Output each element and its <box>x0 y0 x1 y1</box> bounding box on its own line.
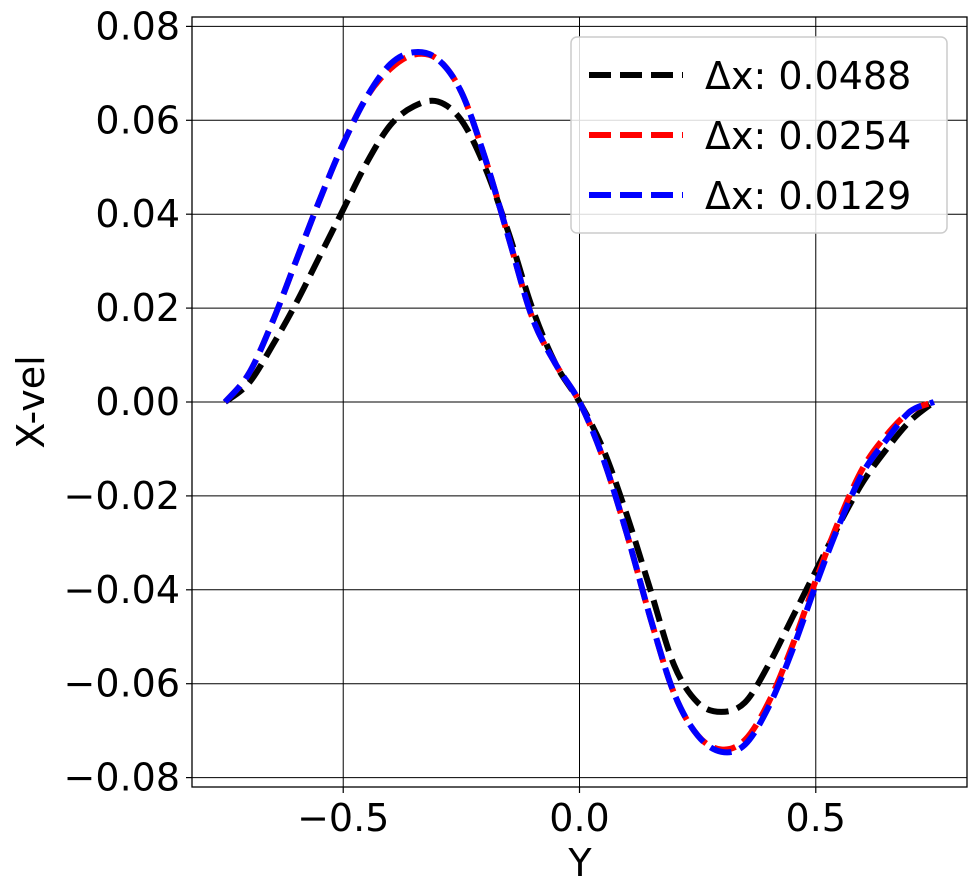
legend: Δx: 0.0488 Δx: 0.0254 Δx: 0.0129 <box>570 36 948 234</box>
y-axis-label: X-vel <box>9 355 53 448</box>
y-tick-label: 0.02 <box>95 286 180 330</box>
series-line-3 <box>222 49 936 756</box>
legend-label-3: Δx: 0.0129 <box>705 174 911 218</box>
y-tick-label: 0.08 <box>95 4 180 48</box>
x-axis-label: Y <box>567 841 592 885</box>
legend-label-2: Δx: 0.0254 <box>705 114 911 158</box>
x-tick-label: −0.5 <box>297 796 389 840</box>
y-tick-label: 0.04 <box>95 192 180 236</box>
x-tick-label: 0.5 <box>786 796 846 840</box>
y-tick-label: −0.02 <box>64 474 180 518</box>
ticks: −0.5 0.0 0.5 0.08 0.06 0.04 0.02 0.00 −0.02 −0.04… <box>64 4 846 840</box>
x-tick-label: 0.0 <box>549 796 609 840</box>
y-tick-label: 0.06 <box>95 98 180 142</box>
y-tick-label: −0.06 <box>64 662 180 706</box>
y-tick-label: −0.04 <box>64 568 180 612</box>
series-layer <box>222 49 936 756</box>
legend-box <box>570 36 948 234</box>
y-tick-label: −0.08 <box>64 756 180 800</box>
series-line-1 <box>223 97 936 715</box>
y-tick-label: 0.00 <box>95 380 180 424</box>
legend-label-1: Δx: 0.0488 <box>705 54 911 98</box>
